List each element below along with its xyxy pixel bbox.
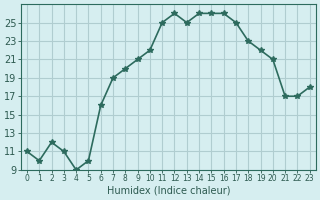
X-axis label: Humidex (Indice chaleur): Humidex (Indice chaleur)	[107, 186, 230, 196]
